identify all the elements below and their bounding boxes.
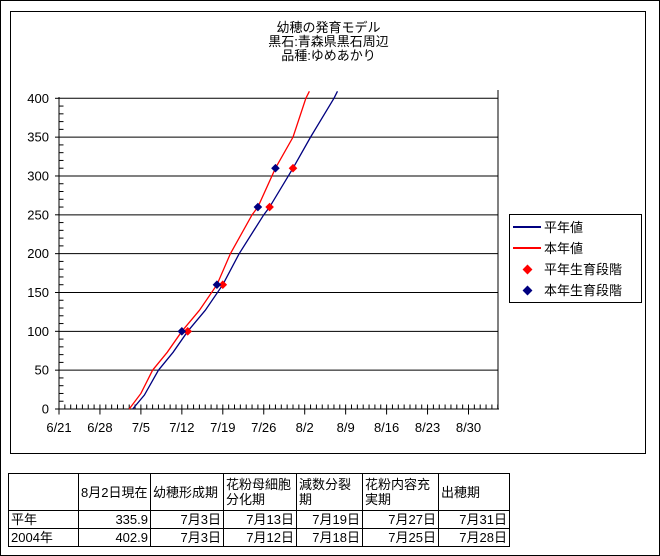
table-header-cell: 8月2日現在	[78, 473, 151, 511]
table-cell: 7月31日	[438, 510, 510, 529]
row-label-cell: 2004年	[8, 528, 79, 547]
current-stage-marker	[271, 163, 280, 173]
line-sample	[513, 247, 541, 249]
y-tick-label: 100	[27, 324, 49, 339]
y-tick-label: 400	[27, 91, 49, 106]
table-cell: 402.9	[78, 528, 151, 547]
x-tick-label: 8/2	[296, 420, 314, 435]
chart-title-line-2: 黒石:青森県黒石周辺	[268, 34, 389, 49]
chart-title: 幼穂の発育モデル 黒石:青森県黒石周辺 品種:ゆめあかり	[10, 21, 647, 63]
current-stage-marker	[253, 202, 263, 212]
y-tick-label: 50	[35, 363, 49, 378]
legend-line-swatch	[510, 247, 544, 249]
y-tick-label: 350	[27, 130, 49, 145]
normal-year-line	[132, 91, 339, 410]
line-sample	[513, 226, 541, 228]
row-label-cell: 平年	[8, 510, 79, 529]
y-tick-label: 150	[27, 285, 49, 300]
table-row: 平年 335.9 7月3日 7月13日 7月19日 7月27日 7月31日	[8, 510, 510, 529]
plot-area: 6/21 6/28 7/5 7/12 7/19 7/26 8/2 8/9 8/16 8/23 8/3…	[27, 90, 499, 435]
table-cell: 7月3日	[150, 528, 224, 547]
x-tick-label: 8/16	[374, 420, 399, 435]
legend: 平年値本年値平年生育段階 本年生育段階	[509, 214, 642, 303]
table-header-cell: 幼穂形成期	[150, 473, 224, 511]
legend-label: 平年生育段階	[544, 261, 623, 277]
normal-stage-marker	[288, 163, 298, 173]
chart-title-line-3: 品種:ゆめあかり	[281, 48, 376, 63]
legend-diamond-icon	[510, 264, 544, 274]
table-cell: 7月27日	[362, 510, 439, 529]
table-cell: 7月25日	[362, 528, 439, 547]
x-tick-label: 6/28	[87, 420, 112, 435]
diamond-sample	[522, 264, 532, 274]
legend-line-swatch	[510, 226, 544, 228]
table-cell: 7月12日	[223, 528, 297, 547]
current-stage-marker	[212, 280, 222, 290]
table-cell: 7月19日	[296, 510, 363, 529]
legend-diamond-icon	[510, 285, 544, 295]
x-tick-label: 7/12	[169, 420, 194, 435]
y-tick-label: 200	[27, 246, 49, 261]
table-header-cell: 減数分裂期	[296, 473, 363, 511]
x-tick-label: 8/23	[415, 420, 440, 435]
legend-label: 本年生育段階	[544, 282, 623, 298]
table-cell: 335.9	[78, 510, 151, 529]
y-tick-label: 0	[42, 402, 49, 417]
x-tick-label: 8/30	[456, 420, 481, 435]
table-cell: 7月3日	[150, 510, 224, 529]
table-header-cell	[8, 473, 79, 511]
table-cell: 7月28日	[438, 528, 510, 547]
table-header-cell: 出穂期	[438, 473, 510, 511]
chart-title-line-1: 幼穂の発育モデル	[276, 20, 381, 35]
y-tick-label: 300	[27, 168, 49, 183]
y-tick-label: 250	[27, 207, 49, 222]
legend-item-2: 本年値	[510, 238, 641, 259]
x-tick-label: 7/5	[132, 420, 150, 435]
normal-stage-marker	[218, 280, 228, 290]
legend-label: 本年値	[544, 240, 584, 256]
legend-label: 平年値	[544, 219, 584, 235]
legend-item-4: 本年生育段階	[510, 280, 641, 301]
table-cell: 7月18日	[296, 528, 363, 547]
x-tick-label: 7/26	[251, 420, 276, 435]
x-tick-label: 7/19	[210, 420, 235, 435]
x-tick-label: 6/21	[46, 420, 71, 435]
legend-item-1: 平年値	[510, 217, 641, 238]
table-cell: 7月13日	[223, 510, 297, 529]
table-row: 2004年 402.9 7月3日 7月12日 7月18日 7月25日 7月28日	[8, 528, 510, 547]
normal-stage-marker	[183, 327, 192, 336]
diamond-sample	[522, 285, 532, 295]
growth-stage-table: 8月2日現在 幼穂形成期 花粉母細胞分化期 減数分裂期 花粉内容充実期 出穂期 平年 335…	[8, 473, 510, 547]
table-header-row: 8月2日現在 幼穂形成期 花粉母細胞分化期 減数分裂期 花粉内容充実期 出穂期	[8, 473, 510, 511]
current-year-line	[128, 91, 310, 410]
legend-item-3: 平年生育段階	[510, 259, 641, 280]
table-header-cell: 花粉内容充実期	[362, 473, 439, 511]
table-header-cell: 花粉母細胞分化期	[223, 473, 297, 511]
current-stage-marker	[177, 327, 187, 336]
normal-stage-marker	[265, 202, 274, 212]
x-tick-label: 8/9	[337, 420, 355, 435]
